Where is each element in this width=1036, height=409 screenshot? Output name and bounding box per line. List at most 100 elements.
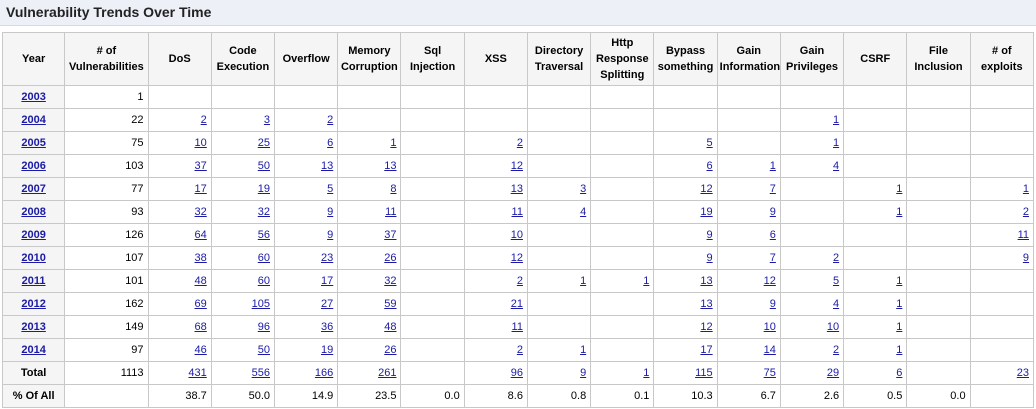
count-link[interactable]: 13 (700, 298, 713, 310)
count-link[interactable]: 4 (833, 298, 840, 310)
count-link[interactable]: 68 (194, 321, 207, 333)
count-link[interactable]: 46 (194, 344, 207, 356)
count-link[interactable]: 1 (896, 183, 903, 195)
count-link[interactable]: 1 (390, 137, 397, 149)
count-link[interactable]: 19 (321, 344, 334, 356)
count-link[interactable]: 105 (251, 298, 271, 310)
year-link[interactable]: 2004 (21, 114, 46, 126)
count-link[interactable]: 6 (327, 137, 334, 149)
count-link[interactable]: 11 (1017, 229, 1029, 241)
count-link[interactable]: 1 (643, 275, 650, 287)
count-link[interactable]: 556 (251, 367, 271, 379)
count-link[interactable]: 21 (510, 298, 523, 310)
count-link[interactable]: 1 (769, 160, 776, 172)
year-link[interactable]: 2008 (21, 206, 46, 218)
count-link[interactable]: 1 (580, 344, 587, 356)
count-link[interactable]: 50 (257, 160, 271, 172)
count-link[interactable]: 3 (263, 114, 271, 126)
count-link[interactable]: 1 (896, 275, 903, 287)
count-link[interactable]: 38 (194, 252, 207, 264)
count-link[interactable]: 17 (700, 344, 713, 356)
count-link[interactable]: 48 (384, 321, 397, 333)
count-link[interactable]: 11 (511, 206, 523, 218)
count-link[interactable]: 261 (378, 367, 397, 379)
count-link[interactable]: 9 (580, 367, 587, 379)
count-link[interactable]: 60 (257, 252, 271, 264)
count-link[interactable]: 12 (763, 275, 776, 287)
count-link[interactable]: 2 (833, 252, 840, 264)
count-link[interactable]: 2 (327, 114, 334, 126)
count-link[interactable]: 2 (833, 344, 840, 356)
count-link[interactable]: 6 (706, 160, 713, 172)
count-link[interactable]: 13 (510, 183, 523, 195)
count-link[interactable]: 26 (384, 344, 397, 356)
count-link[interactable]: 69 (194, 298, 207, 310)
count-link[interactable]: 64 (194, 229, 207, 241)
count-link[interactable]: 5 (327, 183, 334, 195)
count-link[interactable]: 1 (643, 367, 650, 379)
count-link[interactable]: 9 (706, 252, 713, 264)
count-link[interactable]: 37 (194, 160, 207, 172)
count-link[interactable]: 2 (516, 344, 523, 356)
count-link[interactable]: 4 (580, 206, 587, 218)
year-link[interactable]: 2012 (21, 298, 46, 310)
count-link[interactable]: 17 (194, 183, 207, 195)
count-link[interactable]: 27 (321, 298, 334, 310)
count-link[interactable]: 13 (700, 275, 713, 287)
count-link[interactable]: 7 (769, 183, 776, 195)
year-link[interactable]: 2005 (21, 137, 46, 149)
count-link[interactable]: 25 (257, 137, 271, 149)
count-link[interactable]: 9 (327, 229, 334, 241)
count-link[interactable]: 7 (769, 252, 776, 264)
count-link[interactable]: 29 (826, 367, 840, 379)
count-link[interactable]: 13 (384, 160, 397, 172)
count-link[interactable]: 75 (763, 367, 776, 379)
count-link[interactable]: 19 (257, 183, 271, 195)
count-link[interactable]: 1 (896, 344, 903, 356)
count-link[interactable]: 1 (896, 321, 903, 333)
count-link[interactable]: 1 (833, 137, 840, 149)
count-link[interactable]: 6 (769, 229, 776, 241)
count-link[interactable]: 23 (1016, 367, 1029, 379)
count-link[interactable]: 9 (706, 229, 713, 241)
count-link[interactable]: 37 (384, 229, 397, 241)
count-link[interactable]: 8 (390, 183, 397, 195)
count-link[interactable]: 96 (257, 321, 271, 333)
count-link[interactable]: 56 (257, 229, 271, 241)
count-link[interactable]: 4 (833, 160, 840, 172)
count-link[interactable]: 1 (1022, 183, 1029, 195)
count-link[interactable]: 9 (769, 206, 776, 218)
count-link[interactable]: 60 (257, 275, 271, 287)
count-link[interactable]: 32 (257, 206, 271, 218)
count-link[interactable]: 1 (896, 206, 903, 218)
count-link[interactable]: 36 (321, 321, 334, 333)
year-link[interactable]: 2013 (21, 321, 46, 333)
count-link[interactable]: 13 (321, 160, 334, 172)
count-link[interactable]: 2 (200, 114, 207, 126)
count-link[interactable]: 3 (580, 183, 587, 195)
year-link[interactable]: 2014 (21, 344, 46, 356)
count-link[interactable]: 32 (384, 275, 397, 287)
count-link[interactable]: 9 (327, 206, 334, 218)
count-link[interactable]: 96 (510, 367, 523, 379)
count-link[interactable]: 1 (580, 275, 587, 287)
year-link[interactable]: 2003 (21, 91, 46, 103)
count-link[interactable]: 9 (1022, 252, 1029, 264)
count-link[interactable]: 2 (1022, 206, 1029, 218)
count-link[interactable]: 12 (700, 321, 713, 333)
count-link[interactable]: 17 (321, 275, 334, 287)
count-link[interactable]: 26 (384, 252, 397, 264)
count-link[interactable]: 10 (194, 137, 207, 149)
count-link[interactable]: 5 (706, 137, 713, 149)
count-link[interactable]: 2 (516, 137, 523, 149)
count-link[interactable]: 48 (194, 275, 207, 287)
count-link[interactable]: 115 (695, 367, 713, 379)
count-link[interactable]: 50 (257, 344, 271, 356)
count-link[interactable]: 10 (510, 229, 523, 241)
count-link[interactable]: 14 (763, 344, 776, 356)
year-link[interactable]: 2010 (21, 252, 46, 264)
count-link[interactable]: 11 (385, 206, 397, 218)
year-link[interactable]: 2011 (21, 275, 46, 287)
count-link[interactable]: 10 (763, 321, 776, 333)
count-link[interactable]: 9 (769, 298, 776, 310)
